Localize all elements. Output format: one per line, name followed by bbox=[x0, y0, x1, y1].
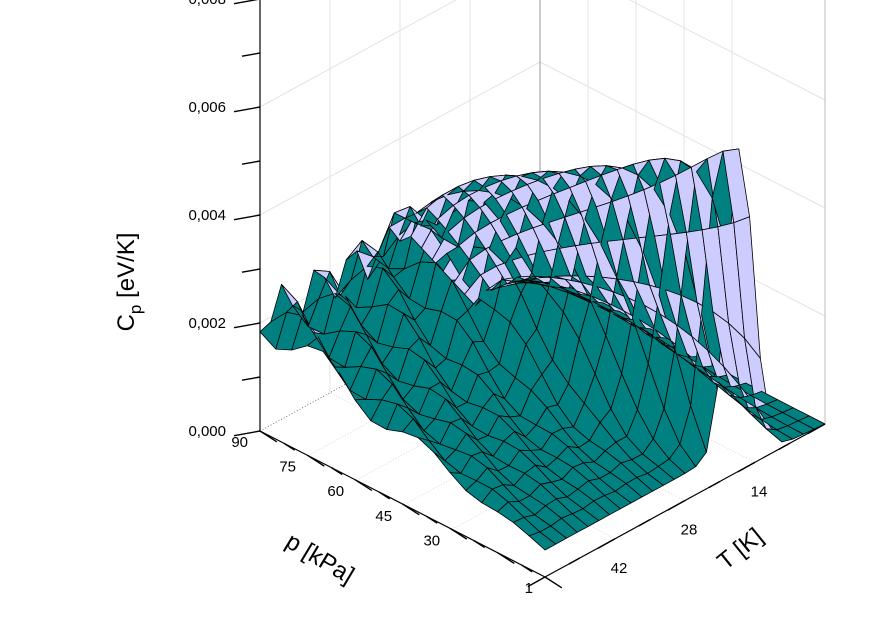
p-minor-tick bbox=[283, 442, 296, 451]
p-tick-label: 90 bbox=[231, 434, 248, 451]
t-major-tick bbox=[737, 461, 756, 473]
t-tick-label: 42 bbox=[611, 560, 628, 577]
z-tick-label: 0,002 bbox=[188, 315, 226, 332]
p-tick-label: 30 bbox=[423, 532, 440, 549]
t-axis-title: T [K] bbox=[712, 523, 768, 576]
z-minor-tick bbox=[241, 160, 261, 165]
z-tick-label: 0,000 bbox=[188, 423, 226, 440]
p-tick-label: 60 bbox=[327, 483, 344, 500]
axes: 0,0000,0020,0040,0060,0080,0109075604530… bbox=[188, 0, 826, 597]
p-minor-tick bbox=[378, 491, 391, 500]
z-minor-tick bbox=[241, 52, 261, 57]
z-major-tick bbox=[233, 322, 261, 329]
z-gridline bbox=[259, 0, 826, 108]
z-tick-label: 0,004 bbox=[188, 207, 226, 224]
z-axis-label-main: C bbox=[113, 314, 140, 331]
p-major-tick bbox=[497, 552, 515, 565]
t-minor-tick bbox=[568, 557, 581, 565]
p-axis-title: p [kPa] bbox=[281, 528, 359, 590]
p-major-tick bbox=[354, 479, 373, 492]
p-minor-tick bbox=[425, 515, 438, 524]
cp-surface bbox=[259, 148, 826, 551]
z-major-tick bbox=[233, 430, 261, 437]
z-major-tick bbox=[233, 0, 259, 5]
p-minor-tick bbox=[473, 539, 486, 549]
p-major-tick bbox=[259, 430, 278, 443]
t-major-tick bbox=[667, 499, 686, 511]
t-minor-tick bbox=[778, 442, 791, 450]
p-tick-label: 45 bbox=[375, 508, 392, 525]
t-minor-tick bbox=[708, 480, 721, 489]
t-major-tick bbox=[597, 538, 616, 549]
t-major-tick bbox=[807, 423, 826, 435]
z-major-tick bbox=[233, 214, 261, 221]
z-axis-title: Cp [eV/K] bbox=[113, 233, 145, 332]
z-minor-tick bbox=[241, 376, 261, 381]
p-major-tick bbox=[449, 527, 468, 540]
z-axis-label-unit: [eV/K] bbox=[113, 233, 140, 305]
t-major-tick bbox=[527, 576, 546, 588]
p-minor-tick bbox=[520, 564, 533, 573]
p-minor-tick bbox=[330, 466, 343, 476]
z-axis-label-sub: p bbox=[126, 305, 145, 314]
z-major-tick bbox=[233, 106, 261, 113]
z-minor-tick bbox=[241, 268, 261, 273]
z-tick-label: 0,006 bbox=[188, 99, 226, 116]
p-major-tick bbox=[544, 576, 563, 589]
t-tick-label: 28 bbox=[681, 522, 698, 539]
z-tick-label: 0,008 bbox=[188, 0, 226, 8]
p-major-tick bbox=[307, 454, 325, 467]
p-tick-label: 75 bbox=[279, 459, 296, 476]
p-tick-label: 1 bbox=[525, 580, 533, 597]
p-major-tick bbox=[402, 503, 420, 516]
t-minor-tick bbox=[638, 519, 651, 527]
t-tick-label: 14 bbox=[751, 483, 768, 500]
